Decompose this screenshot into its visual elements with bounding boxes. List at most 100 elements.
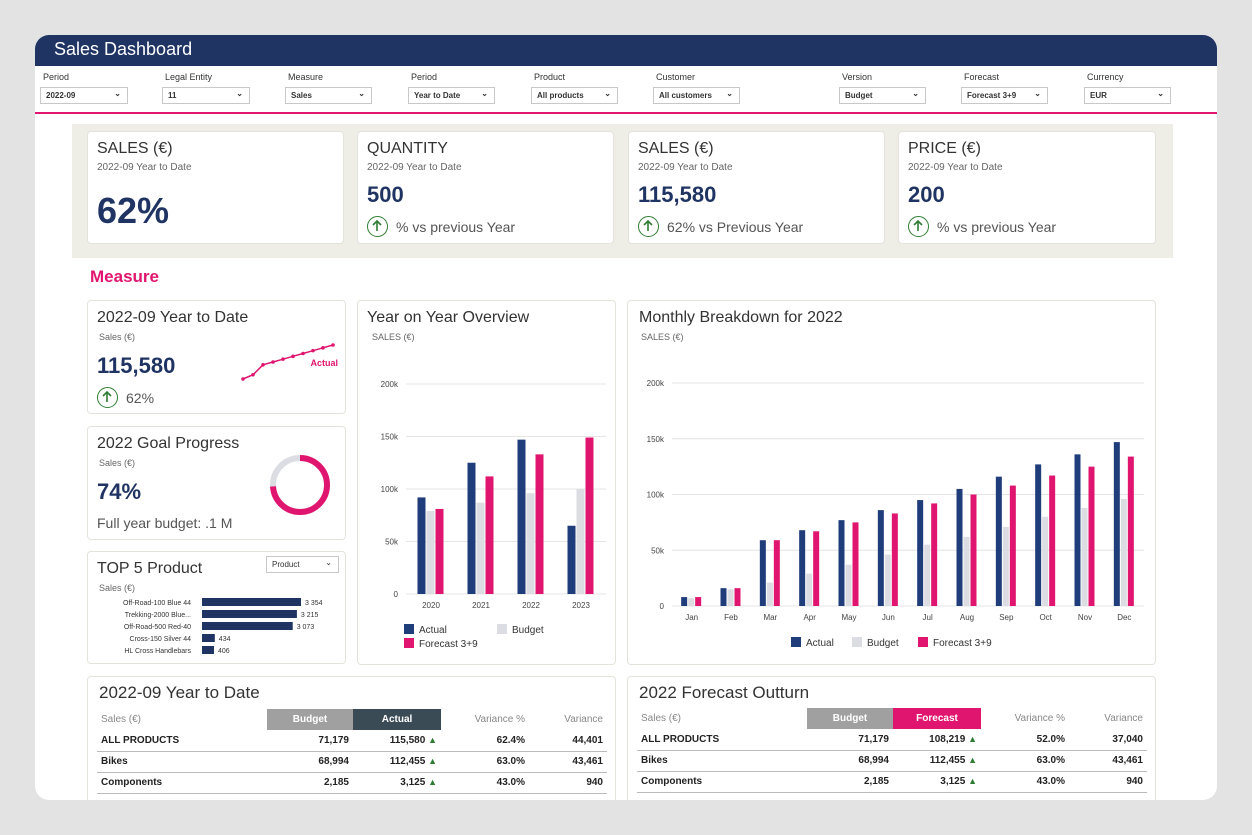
bar-actual[interactable] bbox=[759, 540, 766, 606]
card-subtitle: Sales (€) bbox=[99, 458, 136, 468]
table-row[interactable]: Bikes 68,994 112,455 ▲ 63.0% 43,461 bbox=[97, 751, 607, 773]
period-dropdown[interactable]: 2022-09 ⌄ bbox=[40, 87, 128, 104]
bar-actual[interactable] bbox=[567, 525, 576, 594]
product-name: Trekking-2000 Blue... bbox=[125, 612, 191, 619]
bar-budget[interactable] bbox=[1081, 507, 1088, 606]
bar-actual[interactable] bbox=[917, 500, 924, 606]
bar-budget[interactable] bbox=[924, 544, 931, 606]
bar-forecast-3-9[interactable] bbox=[1049, 475, 1056, 606]
bar-budget[interactable] bbox=[845, 564, 852, 606]
x-tick-label: 2020 bbox=[422, 601, 440, 610]
bar-forecast-3-9[interactable] bbox=[891, 513, 898, 606]
bar-forecast-3-9[interactable] bbox=[485, 476, 494, 594]
bar-actual[interactable] bbox=[1113, 442, 1120, 606]
bar-forecast-3-9[interactable] bbox=[773, 540, 780, 606]
legend-swatch bbox=[497, 624, 507, 634]
bar-budget[interactable] bbox=[576, 489, 585, 594]
bar-forecast-3-9[interactable] bbox=[585, 437, 594, 594]
product-bar[interactable] bbox=[202, 610, 297, 618]
bar-actual[interactable] bbox=[417, 497, 426, 594]
bar-forecast-3-9[interactable] bbox=[852, 522, 859, 606]
customer-dropdown[interactable]: All customers ⌄ bbox=[653, 87, 740, 104]
bar-actual[interactable] bbox=[956, 488, 963, 606]
product-name: Off-Road-500 Red-40 bbox=[124, 624, 191, 631]
chart-subtitle: SALES (€) bbox=[641, 332, 684, 342]
bar-actual[interactable] bbox=[720, 588, 727, 606]
bar-budget[interactable] bbox=[1120, 498, 1127, 606]
bar-actual[interactable] bbox=[799, 530, 806, 606]
bar-actual[interactable] bbox=[1074, 454, 1081, 606]
app-title-bar: Sales Dashboard bbox=[35, 35, 1217, 66]
version-dropdown[interactable]: Budget ⌄ bbox=[839, 87, 926, 104]
bar-actual[interactable] bbox=[877, 510, 884, 606]
table-row[interactable]: ALL PRODUCTS 71,179 108,219 ▲ 52.0% 37,0… bbox=[637, 729, 1147, 751]
bar-budget[interactable] bbox=[688, 598, 695, 606]
filter-legal-entity: Legal Entity 11 ⌄ bbox=[162, 72, 250, 104]
measure-dropdown[interactable]: Sales ⌄ bbox=[285, 87, 372, 104]
bar-forecast-3-9[interactable] bbox=[734, 588, 741, 606]
year-on-year-bar-chart: 0 50k 100k 150k 200k 2020 2021 2022 2023 bbox=[381, 380, 606, 610]
bar-forecast-3-9[interactable] bbox=[695, 597, 702, 606]
bar-forecast-3-9[interactable] bbox=[970, 494, 977, 607]
bar-budget[interactable] bbox=[806, 573, 813, 606]
cell-variance: 44,401 bbox=[529, 730, 607, 752]
bar-actual[interactable] bbox=[838, 520, 845, 606]
table-row[interactable]: ALL PRODUCTS 71,179 115,580 ▲ 62.4% 44,4… bbox=[97, 730, 607, 752]
legend-item-forecast: Forecast 3+9 bbox=[918, 637, 992, 649]
chevron-down-icon: ⌄ bbox=[726, 89, 733, 98]
filter-forecast: Forecast Forecast 3+9 ⌄ bbox=[961, 72, 1048, 104]
chevron-down-icon: ⌄ bbox=[1157, 89, 1164, 98]
cell-variance: 43,461 bbox=[529, 751, 607, 773]
bar-budget[interactable] bbox=[476, 502, 485, 594]
chevron-down-icon: ⌄ bbox=[358, 89, 365, 98]
bar-forecast-3-9[interactable] bbox=[435, 508, 444, 594]
bar-actual[interactable] bbox=[995, 476, 1002, 606]
period-type-dropdown[interactable]: Year to Date ⌄ bbox=[408, 87, 495, 104]
kpi-band: SALES (€) 2022-09 Year to Date 62% QUANT… bbox=[72, 124, 1173, 258]
product-bar[interactable] bbox=[202, 634, 215, 642]
table-row[interactable]: Bikes 68,994 112,455 ▲ 63.0% 43,461 bbox=[637, 750, 1147, 772]
bar-budget[interactable] bbox=[727, 589, 734, 606]
card-title: 2022-09 Year to Date bbox=[97, 309, 249, 326]
bar-actual[interactable] bbox=[1035, 464, 1042, 606]
y-tick-label: 200k bbox=[381, 380, 399, 389]
product-dropdown[interactable]: All products ⌄ bbox=[531, 87, 618, 104]
legal-entity-dropdown[interactable]: 11 ⌄ bbox=[162, 87, 250, 104]
bar-budget[interactable] bbox=[884, 554, 891, 606]
bar-budget[interactable] bbox=[1042, 516, 1049, 606]
row-label: Components bbox=[97, 772, 267, 794]
dashboard-window: Sales Dashboard Period 2022-09 ⌄ Legal En… bbox=[35, 35, 1217, 800]
bar-budget[interactable] bbox=[426, 511, 435, 594]
bar-forecast-3-9[interactable] bbox=[931, 503, 938, 606]
bar-budget[interactable] bbox=[526, 493, 535, 594]
bar-forecast-3-9[interactable] bbox=[535, 454, 544, 594]
bar-budget[interactable] bbox=[963, 536, 970, 606]
table-row[interactable]: Components 2,185 3,125 ▲ 43.0% 940 bbox=[637, 771, 1147, 793]
cell-variance: 43,461 bbox=[1069, 750, 1147, 772]
product-bar[interactable] bbox=[202, 646, 214, 654]
bar-actual[interactable] bbox=[467, 462, 476, 594]
bar-forecast-3-9[interactable] bbox=[1088, 466, 1095, 606]
goal-donut-chart bbox=[270, 455, 330, 515]
bar-forecast-3-9[interactable] bbox=[1009, 485, 1016, 606]
product-grouping-dropdown[interactable]: Product ⌄ bbox=[266, 556, 339, 573]
legend-item-budget: Budget bbox=[497, 624, 544, 636]
forecast-dropdown[interactable]: Forecast 3+9 ⌄ bbox=[961, 87, 1048, 104]
x-tick-label: 2022 bbox=[522, 601, 540, 610]
bar-budget[interactable] bbox=[1002, 526, 1009, 606]
bar-actual[interactable] bbox=[681, 597, 688, 606]
bar-forecast-3-9[interactable] bbox=[813, 531, 820, 606]
table-row[interactable]: Components 2,185 3,125 ▲ 43.0% 940 bbox=[97, 772, 607, 794]
arrow-up-circle-icon bbox=[908, 216, 929, 237]
bar-budget[interactable] bbox=[766, 582, 773, 606]
kpi-delta-text: % vs previous Year bbox=[396, 218, 516, 235]
table-title: 2022 Forecast Outturn bbox=[639, 683, 810, 702]
sparkline-point bbox=[281, 357, 285, 361]
product-bar[interactable] bbox=[202, 622, 293, 630]
forecast-variance-table: Sales (€) Budget Forecast Variance % Var… bbox=[637, 708, 1147, 793]
product-bar[interactable] bbox=[202, 598, 301, 606]
bar-actual[interactable] bbox=[517, 439, 526, 594]
currency-dropdown[interactable]: EUR ⌄ bbox=[1084, 87, 1171, 104]
cell-variance-pct: 43.0% bbox=[981, 771, 1069, 793]
bar-forecast-3-9[interactable] bbox=[1127, 456, 1134, 606]
